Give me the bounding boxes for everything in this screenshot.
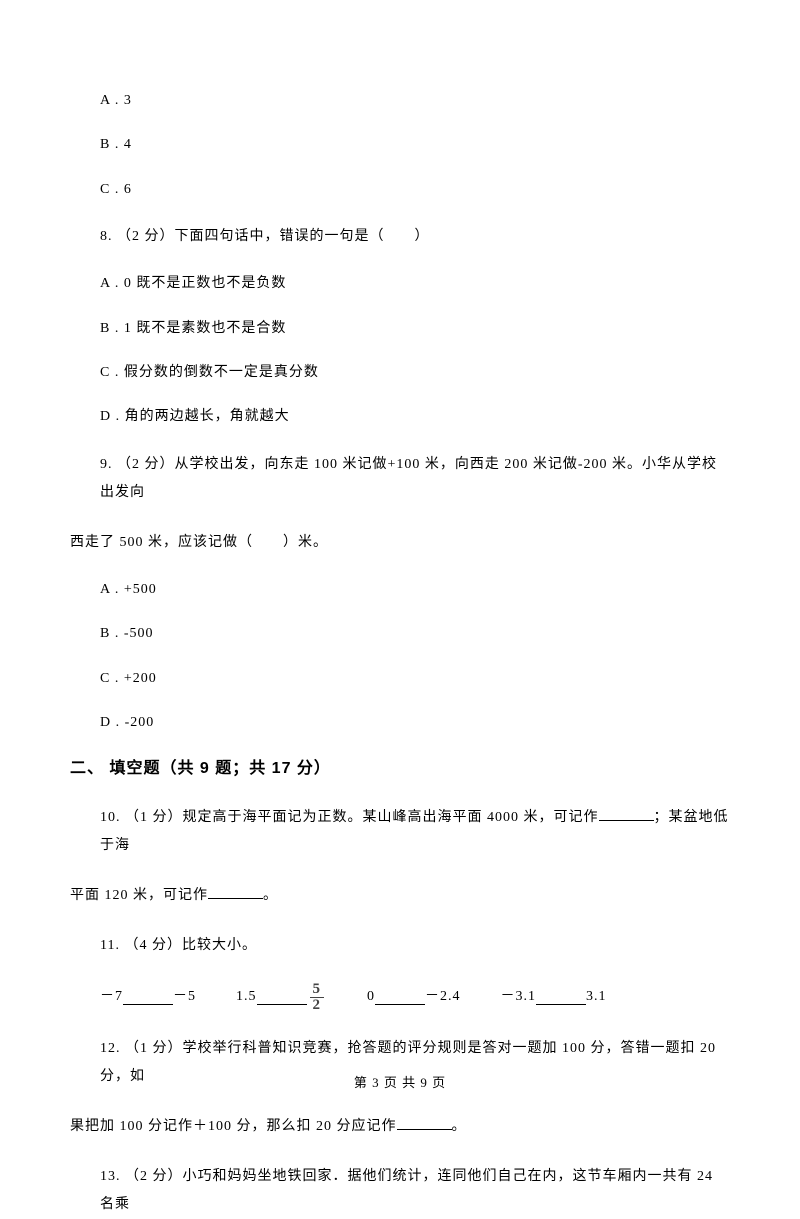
fraction-icon: 5 2 [310,982,325,1013]
q11-item3b: －2.4 [425,986,461,1008]
page-footer: 第 3 页 共 9 页 [0,1073,800,1094]
blank [257,989,307,1005]
q7-option-c: C . 6 [70,179,730,201]
q8-option-b: B . 1 既不是素数也不是合数 [70,318,730,340]
q11-item1b: －5 [173,986,196,1008]
q7-option-b: B . 4 [70,134,730,156]
q11-item4b: 3.1 [586,986,607,1008]
blank [123,989,173,1005]
section2-heading: 二、 填空题（共 9 题；共 17 分） [70,756,730,782]
fraction-num: 5 [310,982,325,998]
q11-item1: －7 －5 [100,986,196,1008]
q11-item2a: 1.5 [236,986,257,1008]
q11-item1a: －7 [100,986,123,1008]
q11-item3: 0 －2.4 [367,986,461,1008]
q10-line1a: 10. （1 分）规定高于海平面记为正数。某山峰高出海平面 4000 米，可记作 [100,810,599,825]
q8-option-d: D . 角的两边越长，角就越大 [70,406,730,428]
q8-option-c: C . 假分数的倒数不一定是真分数 [70,362,730,384]
q13-text: 13. （2 分）小巧和妈妈坐地铁回家．据他们统计，连同他们自己在内，这节车厢内… [70,1163,730,1219]
q11-item4a: －3.1 [501,986,537,1008]
q11-text: 11. （4 分）比较大小。 [70,932,730,960]
q11-item2: 1.5 5 2 [236,982,327,1013]
q11-item3a: 0 [367,986,375,1008]
q8-option-a: A . 0 既不是正数也不是负数 [70,273,730,295]
q10-line2a: 平面 120 米，可记作 [70,888,208,903]
q12-line2: 果把加 100 分记作＋100 分，那么扣 20 分应记作。 [70,1113,730,1141]
q9-line1: 9. （2 分）从学校出发，向东走 100 米记做+100 米，向西走 200 … [70,451,730,507]
q9-option-d: D . -200 [70,712,730,734]
q7-option-a: A . 3 [70,90,730,112]
q9-option-a: A . +500 [70,579,730,601]
q9-line2: 西走了 500 米，应该记做（ ）米。 [70,529,730,557]
blank [536,989,586,1005]
q11-item4: －3.1 3.1 [501,986,607,1008]
q8-text: 8. （2 分）下面四句话中，错误的一句是（ ） [70,223,730,251]
q10-line2b: 。 [263,888,278,903]
q9-option-c: C . +200 [70,668,730,690]
blank [599,805,654,821]
q11-comparison-row: －7 －5 1.5 5 2 0 －2.4 －3.1 3.1 [70,982,730,1013]
q10-line2: 平面 120 米，可记作 。 [70,882,730,910]
q10-line1: 10. （1 分）规定高于海平面记为正数。某山峰高出海平面 4000 米，可记作… [70,804,730,860]
blank [208,883,263,899]
blank [375,989,425,1005]
fraction-den: 2 [310,998,325,1013]
q9-option-b: B . -500 [70,623,730,645]
blank [397,1114,452,1130]
